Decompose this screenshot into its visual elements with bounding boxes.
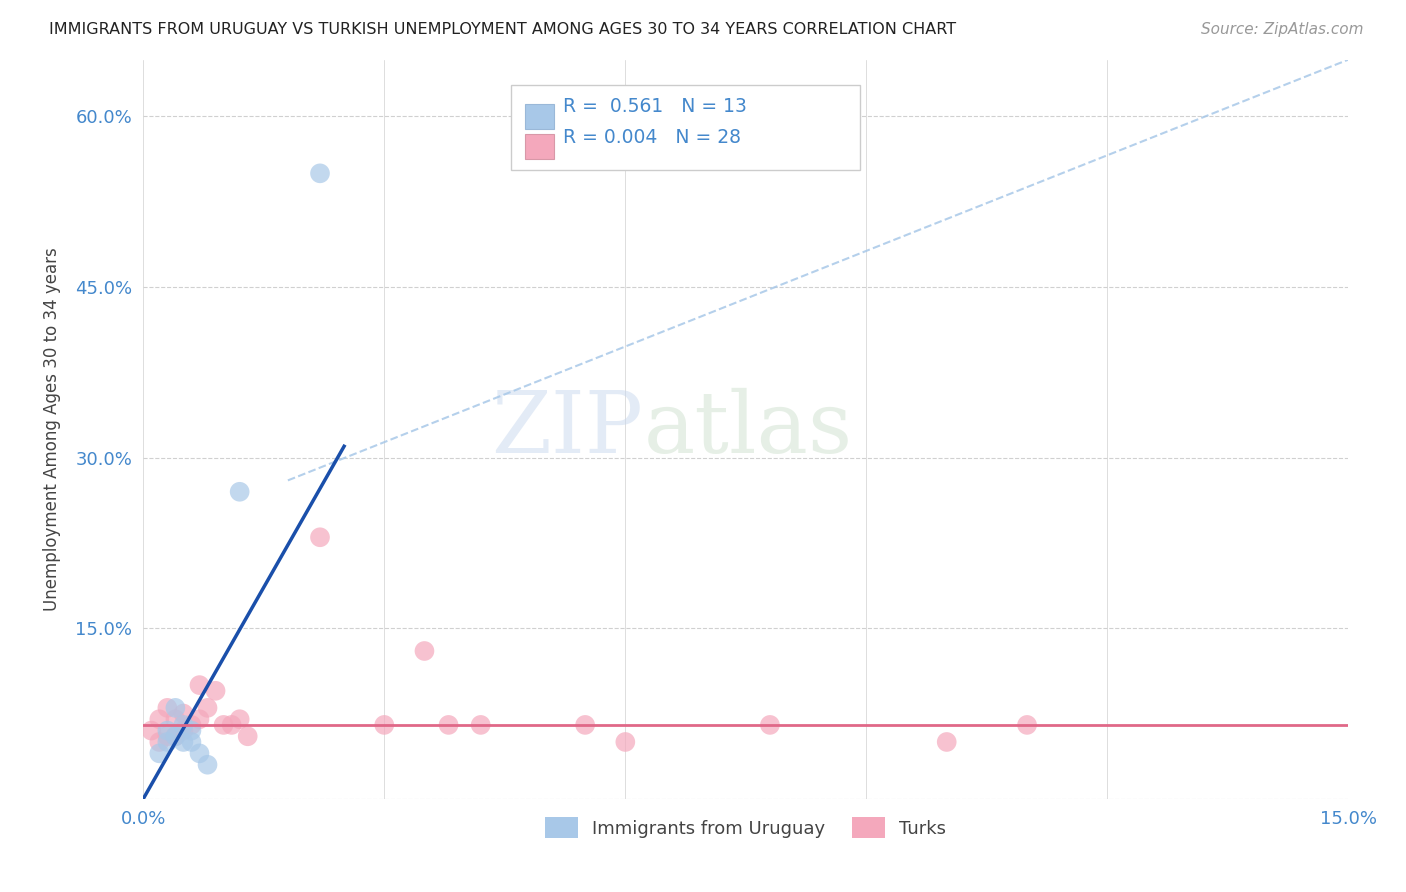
Point [148, 712, 170, 726]
Point [188, 678, 211, 692]
Point [614, 735, 637, 749]
Point [574, 718, 596, 732]
Point [204, 683, 226, 698]
Point [935, 735, 957, 749]
Text: atlas: atlas [644, 388, 852, 471]
Point [228, 484, 250, 499]
Point [236, 729, 259, 743]
Point [197, 757, 219, 772]
Point [148, 747, 170, 761]
Point [413, 644, 436, 658]
Text: Source: ZipAtlas.com: Source: ZipAtlas.com [1201, 22, 1364, 37]
FancyBboxPatch shape [526, 134, 554, 159]
Point [188, 747, 211, 761]
Point [228, 712, 250, 726]
Point [156, 701, 179, 715]
Text: R = 0.004   N = 28: R = 0.004 N = 28 [562, 128, 741, 146]
Point [309, 530, 332, 544]
Point [437, 718, 460, 732]
Point [180, 735, 202, 749]
Point [172, 735, 194, 749]
Point [759, 718, 782, 732]
Y-axis label: Unemployment Among Ages 30 to 34 years: Unemployment Among Ages 30 to 34 years [44, 247, 60, 611]
Point [156, 729, 179, 743]
Point [470, 718, 492, 732]
Point [141, 723, 163, 738]
Point [148, 735, 170, 749]
Point [156, 723, 179, 738]
Point [197, 701, 219, 715]
Point [165, 701, 187, 715]
Point [180, 723, 202, 738]
Point [212, 718, 235, 732]
Point [188, 712, 211, 726]
Point [165, 712, 187, 726]
Text: IMMIGRANTS FROM URUGUAY VS TURKISH UNEMPLOYMENT AMONG AGES 30 TO 34 YEARS CORREL: IMMIGRANTS FROM URUGUAY VS TURKISH UNEMP… [49, 22, 956, 37]
FancyBboxPatch shape [526, 104, 554, 129]
Point [309, 166, 332, 180]
FancyBboxPatch shape [510, 86, 860, 170]
Point [373, 718, 395, 732]
Text: ZIP: ZIP [492, 388, 644, 471]
Point [221, 718, 243, 732]
Point [172, 723, 194, 738]
Text: R =  0.561   N = 13: R = 0.561 N = 13 [562, 96, 747, 116]
Legend: Immigrants from Uruguay, Turks: Immigrants from Uruguay, Turks [538, 810, 953, 846]
Point [1015, 718, 1038, 732]
Point [156, 735, 179, 749]
Point [172, 718, 194, 732]
Point [165, 729, 187, 743]
Point [180, 718, 202, 732]
Point [165, 729, 187, 743]
Point [172, 706, 194, 721]
